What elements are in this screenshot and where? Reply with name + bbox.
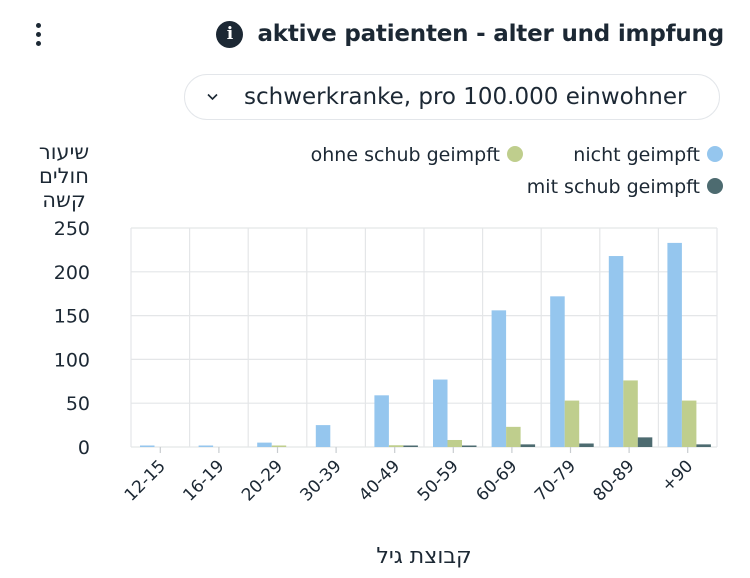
x-tick-label: 12-15 [121,456,170,505]
bar-ohne-schub-geimpft-20-29 [271,445,287,447]
bar-ohne-schub-geimpft-50-59 [447,439,462,447]
legend-item[interactable]: mit schub geimpft [527,176,723,198]
legend-item[interactable]: ohne schub geimpft [311,144,523,166]
x-tick-label: 70-79 [531,456,580,505]
y-tick-label: 250 [54,218,90,240]
more-vertical-icon-dot [35,40,41,46]
info-icon[interactable]: i [216,20,244,48]
y-axis-ticks: 0 50 100 150 200 250 [54,218,90,459]
more-vertical-icon [35,22,41,28]
bar-mit-schub-geimpft-50-59 [462,445,477,447]
bar-ohne-schub-geimpft-+90 [681,400,697,447]
y-axis-label-line: חולים [39,164,89,188]
bar-nicht-geimpft-+90 [667,242,682,447]
more-vertical-icon-dot [35,31,41,37]
bar-nicht-geimpft-50-59 [433,379,448,447]
bar-nicht-geimpft-12-15 [140,445,155,447]
bar-mit-schub-geimpft-70-79 [579,443,594,447]
bar-mit-schub-geimpft-60-69 [520,444,536,447]
bar-nicht-geimpft-60-69 [491,310,507,447]
bar-ohne-schub-geimpft-80-89 [623,380,638,447]
metric-select-value: schwerkranke, pro 100.000 einwohner [244,84,687,110]
metric-select[interactable]: schwerkranke, pro 100.000 einwohner [184,74,720,120]
y-tick-label: 0 [78,437,90,459]
x-axis-ticks: 12-15 16-19 20-29 30-39 40-49 50-59 60-69 70-79… [121,447,697,505]
x-tick-label: 60-69 [472,456,521,505]
more-options-button[interactable] [28,20,48,48]
x-tick-label: 16-19 [179,456,228,505]
y-tick-label: 200 [54,262,90,284]
legend-label: ohne schub geimpft [311,144,500,166]
y-tick-label: 50 [66,393,90,415]
bar-nicht-geimpft-70-79 [550,296,565,447]
legend-label: mit schub geimpft [527,176,700,198]
y-tick-label: 100 [54,349,90,371]
x-tick-label: +90 [658,456,698,496]
x-tick-label: 30-39 [297,456,346,505]
bar-nicht-geimpft-16-19 [198,445,214,447]
x-tick-label: 80-89 [590,456,639,505]
legend-item[interactable]: nicht geimpft [573,144,723,166]
bar-nicht-geimpft-80-89 [608,256,624,447]
bar-nicht-geimpft-20-29 [257,442,272,447]
y-axis-label-line: קשה [42,188,86,212]
x-axis-label: קבוצת גיל [376,544,471,569]
chart-bars [140,242,711,447]
bar-ohne-schub-geimpft-60-69 [506,426,521,447]
y-tick-label: 150 [54,306,90,328]
legend-swatch [707,178,723,194]
chevron-down-icon [207,92,218,103]
bar-nicht-geimpft-40-49 [374,395,389,447]
x-tick-label: 20-29 [238,456,287,505]
bar-mit-schub-geimpft-+90 [696,444,711,447]
legend-swatch [507,146,523,162]
bar-mit-schub-geimpft-40-49 [403,445,418,447]
chart-legend: nicht geimpft ohne schub geimpft mit schub… [311,144,723,198]
bar-nicht-geimpft-30-39 [315,425,331,447]
x-tick-label: 40-49 [355,456,404,505]
y-axis-label-line: שיעור [39,140,89,164]
bar-mit-schub-geimpft-80-89 [637,437,653,447]
page-title: aktive patienten - alter und impfung [257,21,724,47]
legend-label: nicht geimpft [573,144,700,166]
bar-ohne-schub-geimpft-70-79 [564,400,580,447]
bar-ohne-schub-geimpft-40-49 [388,445,404,447]
chart-header: i aktive patienten - alter und impfung [216,16,724,52]
legend-swatch [707,146,723,162]
x-tick-label: 50-59 [414,456,463,505]
